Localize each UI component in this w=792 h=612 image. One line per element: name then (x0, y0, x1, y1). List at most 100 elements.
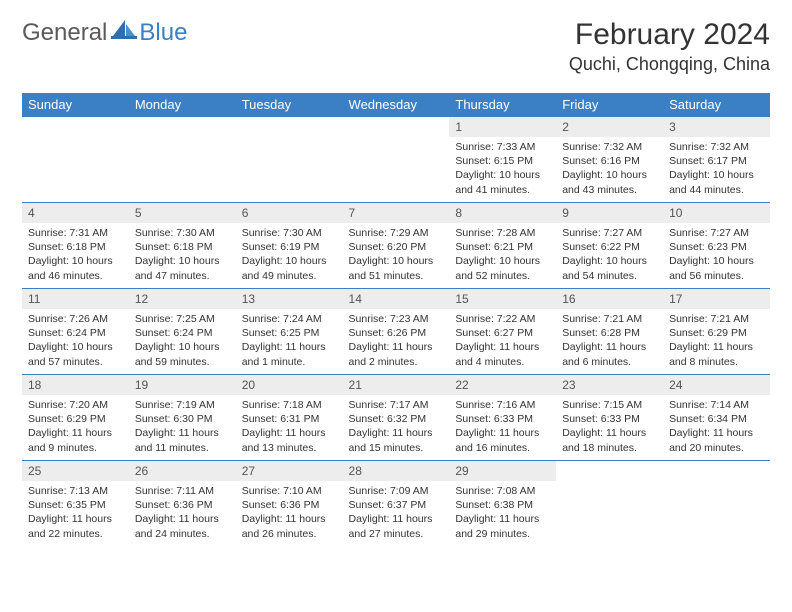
calendar-cell: 18Sunrise: 7:20 AMSunset: 6:29 PMDayligh… (22, 375, 129, 461)
day-details: Sunrise: 7:09 AMSunset: 6:37 PMDaylight:… (343, 481, 450, 545)
day-number: 13 (236, 289, 343, 309)
day-header: Tuesday (236, 93, 343, 117)
calendar-cell: 27Sunrise: 7:10 AMSunset: 6:36 PMDayligh… (236, 461, 343, 547)
day-number: 20 (236, 375, 343, 395)
logo-text-1: General (22, 19, 107, 47)
day-details: Sunrise: 7:10 AMSunset: 6:36 PMDaylight:… (236, 481, 343, 545)
day-details: Sunrise: 7:25 AMSunset: 6:24 PMDaylight:… (129, 309, 236, 373)
calendar-week-row: 1Sunrise: 7:33 AMSunset: 6:15 PMDaylight… (22, 117, 770, 203)
day-details: Sunrise: 7:30 AMSunset: 6:19 PMDaylight:… (236, 223, 343, 287)
calendar-cell: 24Sunrise: 7:14 AMSunset: 6:34 PMDayligh… (663, 375, 770, 461)
day-number: 22 (449, 375, 556, 395)
sail-icon (111, 18, 137, 47)
day-details: Sunrise: 7:22 AMSunset: 6:27 PMDaylight:… (449, 309, 556, 373)
calendar-cell: 8Sunrise: 7:28 AMSunset: 6:21 PMDaylight… (449, 203, 556, 289)
calendar-cell: 28Sunrise: 7:09 AMSunset: 6:37 PMDayligh… (343, 461, 450, 547)
calendar-cell: 16Sunrise: 7:21 AMSunset: 6:28 PMDayligh… (556, 289, 663, 375)
day-details: Sunrise: 7:26 AMSunset: 6:24 PMDaylight:… (22, 309, 129, 373)
day-header-row: SundayMondayTuesdayWednesdayThursdayFrid… (22, 93, 770, 117)
day-number: 10 (663, 203, 770, 223)
calendar-cell (22, 117, 129, 203)
day-details: Sunrise: 7:14 AMSunset: 6:34 PMDaylight:… (663, 395, 770, 459)
day-number: 26 (129, 461, 236, 481)
day-number: 6 (236, 203, 343, 223)
calendar-week-row: 11Sunrise: 7:26 AMSunset: 6:24 PMDayligh… (22, 289, 770, 375)
day-header: Sunday (22, 93, 129, 117)
calendar-cell: 5Sunrise: 7:30 AMSunset: 6:18 PMDaylight… (129, 203, 236, 289)
day-number: 28 (343, 461, 450, 481)
day-number: 4 (22, 203, 129, 223)
day-details: Sunrise: 7:33 AMSunset: 6:15 PMDaylight:… (449, 137, 556, 201)
day-details: Sunrise: 7:29 AMSunset: 6:20 PMDaylight:… (343, 223, 450, 287)
day-header: Friday (556, 93, 663, 117)
calendar-cell (556, 461, 663, 547)
day-number: 27 (236, 461, 343, 481)
day-number: 3 (663, 117, 770, 137)
calendar-cell: 29Sunrise: 7:08 AMSunset: 6:38 PMDayligh… (449, 461, 556, 547)
day-number: 17 (663, 289, 770, 309)
day-number: 29 (449, 461, 556, 481)
day-details: Sunrise: 7:30 AMSunset: 6:18 PMDaylight:… (129, 223, 236, 287)
day-details: Sunrise: 7:08 AMSunset: 6:38 PMDaylight:… (449, 481, 556, 545)
day-number: 23 (556, 375, 663, 395)
day-number: 14 (343, 289, 450, 309)
calendar-cell: 6Sunrise: 7:30 AMSunset: 6:19 PMDaylight… (236, 203, 343, 289)
calendar-cell: 11Sunrise: 7:26 AMSunset: 6:24 PMDayligh… (22, 289, 129, 375)
day-details: Sunrise: 7:18 AMSunset: 6:31 PMDaylight:… (236, 395, 343, 459)
day-details: Sunrise: 7:28 AMSunset: 6:21 PMDaylight:… (449, 223, 556, 287)
day-header: Monday (129, 93, 236, 117)
day-header: Wednesday (343, 93, 450, 117)
calendar-cell: 1Sunrise: 7:33 AMSunset: 6:15 PMDaylight… (449, 117, 556, 203)
day-number: 2 (556, 117, 663, 137)
day-details: Sunrise: 7:23 AMSunset: 6:26 PMDaylight:… (343, 309, 450, 373)
day-number: 9 (556, 203, 663, 223)
calendar-cell: 17Sunrise: 7:21 AMSunset: 6:29 PMDayligh… (663, 289, 770, 375)
calendar-cell: 22Sunrise: 7:16 AMSunset: 6:33 PMDayligh… (449, 375, 556, 461)
day-number: 7 (343, 203, 450, 223)
day-details: Sunrise: 7:20 AMSunset: 6:29 PMDaylight:… (22, 395, 129, 459)
day-details: Sunrise: 7:15 AMSunset: 6:33 PMDaylight:… (556, 395, 663, 459)
calendar-cell: 26Sunrise: 7:11 AMSunset: 6:36 PMDayligh… (129, 461, 236, 547)
header: General Blue February 2024 Quchi, Chongq… (22, 18, 770, 75)
day-number: 1 (449, 117, 556, 137)
calendar-cell (343, 117, 450, 203)
day-details: Sunrise: 7:27 AMSunset: 6:23 PMDaylight:… (663, 223, 770, 287)
calendar-cell (663, 461, 770, 547)
day-number: 19 (129, 375, 236, 395)
calendar-table: SundayMondayTuesdayWednesdayThursdayFrid… (22, 93, 770, 547)
day-details: Sunrise: 7:24 AMSunset: 6:25 PMDaylight:… (236, 309, 343, 373)
day-number: 24 (663, 375, 770, 395)
logo: General Blue (22, 18, 187, 47)
day-details: Sunrise: 7:31 AMSunset: 6:18 PMDaylight:… (22, 223, 129, 287)
day-details: Sunrise: 7:16 AMSunset: 6:33 PMDaylight:… (449, 395, 556, 459)
day-details: Sunrise: 7:13 AMSunset: 6:35 PMDaylight:… (22, 481, 129, 545)
calendar-body: 1Sunrise: 7:33 AMSunset: 6:15 PMDaylight… (22, 117, 770, 547)
logo-text-2: Blue (139, 19, 187, 47)
day-details: Sunrise: 7:27 AMSunset: 6:22 PMDaylight:… (556, 223, 663, 287)
calendar-cell: 25Sunrise: 7:13 AMSunset: 6:35 PMDayligh… (22, 461, 129, 547)
day-header: Thursday (449, 93, 556, 117)
calendar-cell: 7Sunrise: 7:29 AMSunset: 6:20 PMDaylight… (343, 203, 450, 289)
day-number: 12 (129, 289, 236, 309)
day-number: 18 (22, 375, 129, 395)
calendar-cell: 10Sunrise: 7:27 AMSunset: 6:23 PMDayligh… (663, 203, 770, 289)
calendar-cell: 13Sunrise: 7:24 AMSunset: 6:25 PMDayligh… (236, 289, 343, 375)
calendar-cell: 2Sunrise: 7:32 AMSunset: 6:16 PMDaylight… (556, 117, 663, 203)
calendar-cell: 15Sunrise: 7:22 AMSunset: 6:27 PMDayligh… (449, 289, 556, 375)
calendar-cell: 9Sunrise: 7:27 AMSunset: 6:22 PMDaylight… (556, 203, 663, 289)
day-details: Sunrise: 7:19 AMSunset: 6:30 PMDaylight:… (129, 395, 236, 459)
calendar-cell: 3Sunrise: 7:32 AMSunset: 6:17 PMDaylight… (663, 117, 770, 203)
day-number: 8 (449, 203, 556, 223)
day-details: Sunrise: 7:32 AMSunset: 6:17 PMDaylight:… (663, 137, 770, 201)
day-number: 21 (343, 375, 450, 395)
day-header: Saturday (663, 93, 770, 117)
calendar-cell: 14Sunrise: 7:23 AMSunset: 6:26 PMDayligh… (343, 289, 450, 375)
calendar-week-row: 25Sunrise: 7:13 AMSunset: 6:35 PMDayligh… (22, 461, 770, 547)
day-details: Sunrise: 7:32 AMSunset: 6:16 PMDaylight:… (556, 137, 663, 201)
calendar-week-row: 4Sunrise: 7:31 AMSunset: 6:18 PMDaylight… (22, 203, 770, 289)
day-number: 25 (22, 461, 129, 481)
day-details: Sunrise: 7:21 AMSunset: 6:29 PMDaylight:… (663, 309, 770, 373)
calendar-cell: 21Sunrise: 7:17 AMSunset: 6:32 PMDayligh… (343, 375, 450, 461)
location-text: Quchi, Chongqing, China (569, 54, 770, 75)
title-block: February 2024 Quchi, Chongqing, China (569, 18, 770, 75)
